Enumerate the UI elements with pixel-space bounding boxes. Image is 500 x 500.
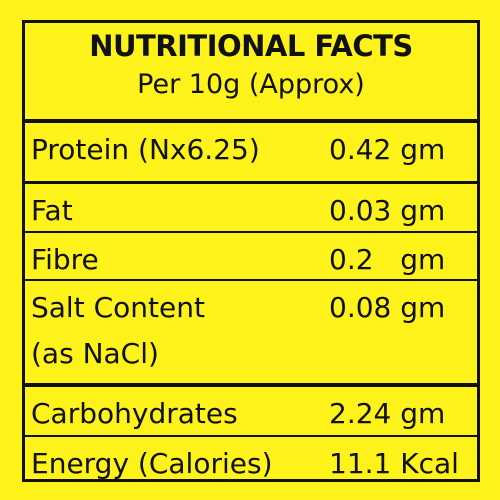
- row-value: 0.03 gm: [329, 194, 446, 227]
- table-row: Energy (Calories) 11.1 Kcal: [25, 435, 477, 480]
- row-value: 0.2 gm: [329, 243, 446, 276]
- row-label: Carbohydrates: [31, 397, 238, 430]
- row-value: 0.42 gm: [329, 133, 446, 166]
- row-label: (as NaCl): [31, 337, 159, 370]
- facts-box: NUTRITIONAL FACTS Per 10g (Approx) Prote…: [22, 20, 480, 482]
- subtitle: Per 10g (Approx): [137, 69, 365, 100]
- row-label: Fat: [31, 194, 73, 227]
- row-value: 2.24 gm: [329, 397, 446, 430]
- title: NUTRITIONAL FACTS: [89, 29, 413, 63]
- table-row: Fibre 0.2 gm: [25, 231, 477, 279]
- row-label: Energy (Calories): [31, 447, 273, 480]
- row-label: Fibre: [31, 243, 99, 276]
- table-row: Carbohydrates 2.24 gm: [25, 383, 477, 435]
- row-value: 0.08 gm: [329, 291, 446, 324]
- row-label: Salt Content: [31, 291, 205, 324]
- row-value: 11.1 Kcal: [329, 447, 459, 480]
- table-row: Fat 0.03 gm: [25, 181, 477, 231]
- row-label: Protein (Nx6.25): [31, 133, 260, 166]
- table-row: Salt Content (as NaCl) 0.08 gm: [25, 279, 477, 383]
- table-row: Protein (Nx6.25) 0.42 gm: [25, 119, 477, 181]
